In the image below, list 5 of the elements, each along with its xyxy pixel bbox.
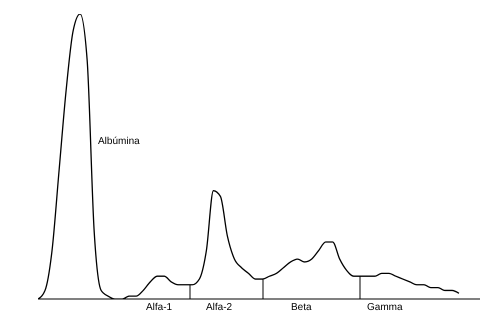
text: Alfa-1: [146, 302, 172, 313]
text: Beta: [291, 302, 312, 313]
annotation: Albúmina: [98, 136, 140, 147]
text: Alfa-2: [206, 302, 232, 313]
text: Gamma: [367, 302, 403, 313]
